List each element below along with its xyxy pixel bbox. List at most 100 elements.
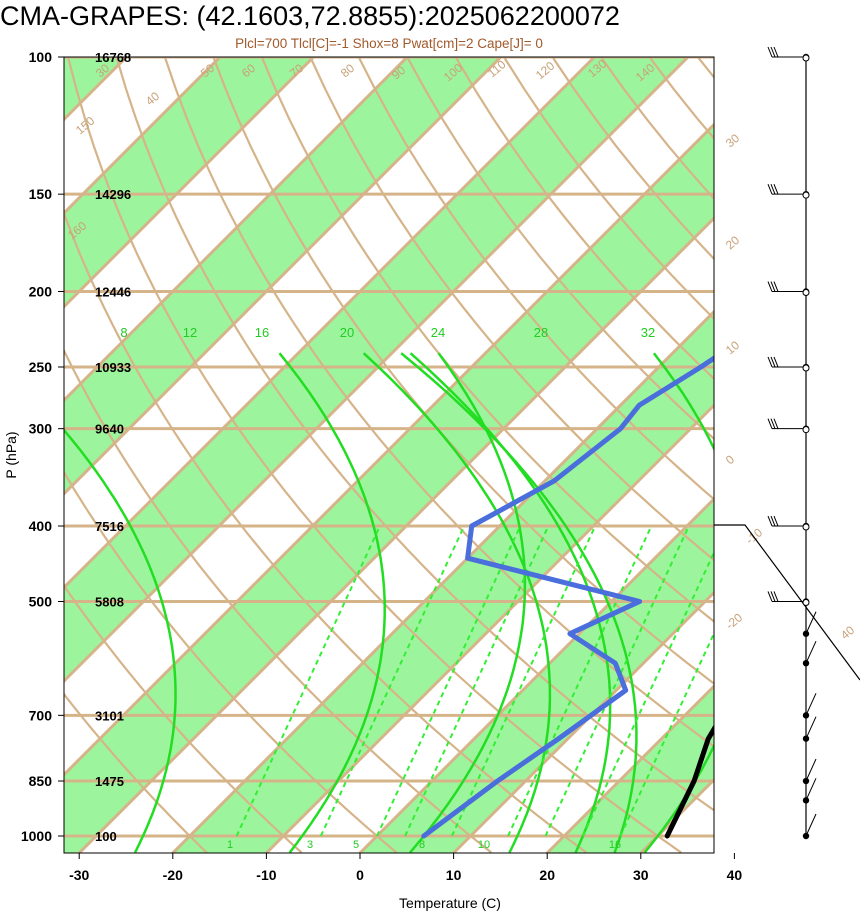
wind-barb-shaft <box>805 693 817 716</box>
y-tick-label: 300 <box>29 421 53 437</box>
dry-adiabat-label: 20 <box>723 233 742 253</box>
mixing-ratio-label: 10 <box>478 839 490 851</box>
y-tick-label: 700 <box>29 707 53 723</box>
panel-boundary <box>714 524 860 681</box>
y-tick-label: 200 <box>29 284 53 300</box>
wind-barb-flag <box>770 183 776 195</box>
dry-adiabat-line <box>454 57 714 381</box>
height-label: 3101 <box>95 708 124 723</box>
wind-barb-shaft <box>805 758 817 782</box>
dry-adiabat-label: 150 <box>73 113 98 137</box>
dry-adiabat-label: 30 <box>723 131 742 151</box>
dry-adiabat-line <box>64 470 398 853</box>
moist-adiabat-line <box>409 352 612 853</box>
dry-adiabat-line <box>260 57 714 623</box>
x-tick-label: 40 <box>727 867 743 883</box>
dry-adiabat-line <box>64 692 208 853</box>
y-tick-label: 850 <box>29 773 53 789</box>
dry-adiabat-line <box>309 57 714 562</box>
dry-adiabat-label: 40 <box>838 623 857 643</box>
x-tick-label: -20 <box>163 867 183 883</box>
y-tick-label: 500 <box>29 593 53 609</box>
mixing-ratio-label: 3 <box>307 839 313 851</box>
dry-adiabat-label: 0 <box>723 452 737 467</box>
wind-barb-flag <box>767 418 773 429</box>
moist-adiabat-line <box>362 352 552 853</box>
isotherm-line <box>451 590 714 853</box>
isotherm-line <box>64 57 410 403</box>
wind-barb-flag <box>767 46 773 58</box>
mixing-ratio-line <box>376 525 522 837</box>
wind-barb-flag <box>767 356 773 368</box>
isotherm-line <box>64 57 691 684</box>
wind-barb-flag <box>767 591 773 602</box>
height-label: 100 <box>95 829 117 844</box>
height-label: 7516 <box>95 519 124 534</box>
mixing-ratio-label: 1 <box>227 839 233 851</box>
dry-adiabat-label: 10 <box>723 338 742 358</box>
dry-adiabat-line <box>696 57 714 79</box>
y-axis-label: P (hPa) <box>3 431 19 478</box>
mixing-ratio-label: 8 <box>419 839 425 851</box>
height-label: 5808 <box>95 594 124 609</box>
wind-barb-flag <box>770 591 776 602</box>
wind-barb-flag <box>767 515 773 527</box>
isotherm-line <box>77 216 714 853</box>
wind-barb-flag <box>770 418 776 429</box>
isotherm-line <box>64 57 223 216</box>
mixing-ratio-line <box>235 525 381 837</box>
x-tick-label: -30 <box>69 867 89 883</box>
chart-title: CMA-GRAPES: (42.1603,72.8855):2025062200… <box>0 1 620 31</box>
temperature-band <box>64 124 714 853</box>
wind-barb-shaft <box>805 813 817 837</box>
isotherm-line <box>545 684 714 853</box>
y-tick-label: 400 <box>29 518 53 534</box>
dry-adiabat-line <box>357 57 714 501</box>
dry-adiabat-line <box>64 348 492 853</box>
dry-adiabat-line <box>843 57 860 853</box>
mixing-ratio-lines <box>235 525 714 837</box>
dry-adiabat-label: -20 <box>723 610 746 632</box>
wind-barb-flag <box>773 591 779 602</box>
wind-barb-flag <box>773 418 779 429</box>
y-tick-label: 150 <box>29 186 53 202</box>
moist-adiabat-label: 28 <box>534 325 548 340</box>
wind-barb-flag <box>767 281 773 292</box>
wind-barb-flag <box>773 183 779 195</box>
wind-barb-shaft <box>805 640 817 664</box>
height-label: 1475 <box>95 774 124 789</box>
moist-adiabat-line <box>64 428 177 853</box>
height-label: 12446 <box>95 285 131 300</box>
mixing-ratio-line <box>319 525 466 837</box>
height-label: 10933 <box>95 360 131 375</box>
wind-level-circle <box>802 598 810 606</box>
moist-adiabat-label: 16 <box>255 325 269 340</box>
y-tick-label: 1000 <box>21 828 52 844</box>
wind-level-circle <box>802 426 810 434</box>
wind-level-circle <box>802 523 810 531</box>
wind-barb-flag <box>767 183 773 195</box>
moist-adiabat-line <box>278 352 386 853</box>
moist-adiabat-label: 12 <box>183 325 197 340</box>
moist-adiabat-label: 8 <box>120 325 127 340</box>
isotherm-line <box>64 57 316 309</box>
mixing-ratio-line <box>544 525 690 837</box>
wind-barb-panel <box>714 46 860 840</box>
wind-barb-flag <box>773 281 779 292</box>
moist-adiabat-line <box>400 352 638 853</box>
isotherm-line <box>64 122 714 777</box>
wind-level-circle <box>802 54 810 62</box>
wind-barb-shaft <box>805 716 817 739</box>
height-label: 14296 <box>95 187 131 202</box>
dry-adiabat-label: -10 <box>743 525 766 547</box>
wind-barb-shaft <box>805 778 817 801</box>
dry-adiabat-line <box>212 57 714 685</box>
isotherm-line <box>64 57 597 590</box>
dry-adiabat-line <box>64 210 587 853</box>
wind-barb-flag <box>770 46 776 58</box>
height-label: 9640 <box>95 422 124 437</box>
temperature-bands <box>64 57 714 853</box>
isotherm-line <box>798 27 860 883</box>
mixing-ratio-line <box>582 550 714 837</box>
